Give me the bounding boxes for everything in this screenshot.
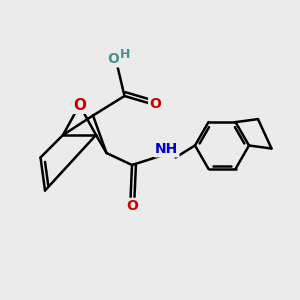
- Text: O: O: [107, 52, 119, 66]
- Text: NH: NH: [155, 142, 178, 156]
- Text: H: H: [120, 47, 130, 61]
- Text: O: O: [73, 98, 86, 112]
- Text: O: O: [126, 199, 138, 213]
- Text: O: O: [149, 97, 161, 110]
